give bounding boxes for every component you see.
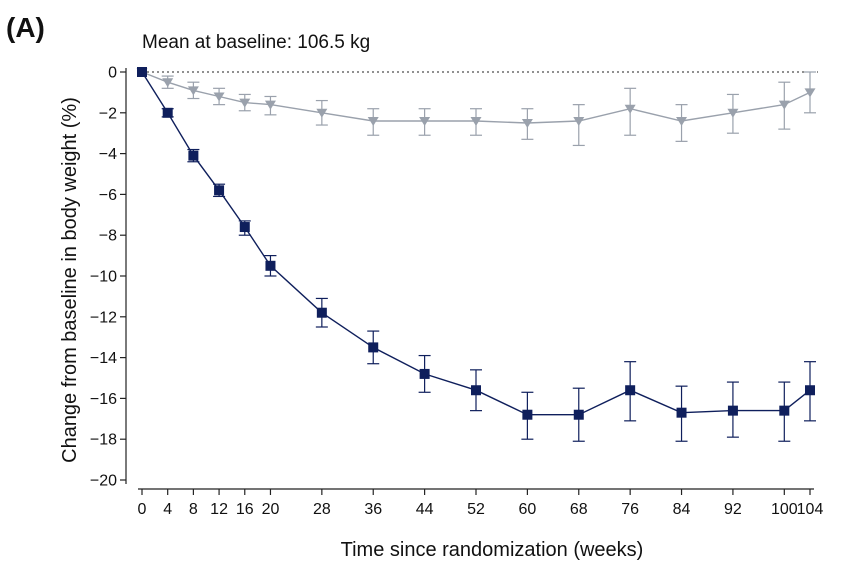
data-point-square — [265, 260, 276, 271]
y-tick-label: −12 — [90, 309, 117, 326]
data-point-triangle — [162, 78, 174, 88]
data-point-square — [727, 405, 738, 416]
data-point-square — [805, 385, 815, 396]
x-axis-title: Time since randomization (weeks) — [341, 539, 644, 561]
x-tick-label: 104 — [797, 501, 824, 518]
x-tick-label: 76 — [621, 501, 639, 518]
x-tick-label: 84 — [673, 501, 691, 518]
data-point-triangle — [367, 116, 379, 126]
chart-subtitle: Mean at baseline: 106.5 kg — [142, 32, 371, 53]
data-point-square — [162, 107, 173, 118]
data-point-square — [239, 222, 250, 233]
data-point-triangle — [676, 116, 688, 126]
data-point-triangle — [727, 108, 739, 118]
x-tick-label: 16 — [236, 501, 254, 518]
data-point-triangle — [573, 116, 585, 126]
x-tick-label: 8 — [189, 501, 198, 518]
series-layer — [136, 67, 816, 442]
x-tick-label: 0 — [138, 501, 147, 518]
y-tick-label: 0 — [108, 65, 117, 82]
x-tick-label: 92 — [724, 501, 742, 518]
data-point-square — [625, 385, 636, 396]
data-point-triangle — [804, 88, 816, 98]
series-square — [137, 67, 816, 442]
data-point-triangle — [239, 98, 251, 108]
x-tick-label: 4 — [163, 501, 172, 518]
y-axis-title: Change from baseline in body weight (%) — [59, 97, 81, 463]
x-tick-label: 28 — [313, 501, 331, 518]
y-tick-label: −14 — [90, 350, 117, 367]
data-point-triangle — [470, 116, 482, 126]
data-point-square — [188, 150, 199, 161]
x-tick-label: 44 — [416, 501, 434, 518]
series-triangle — [136, 68, 816, 147]
y-tick-label: −2 — [99, 105, 117, 122]
data-point-square — [137, 67, 147, 77]
data-point-square — [573, 409, 584, 420]
y-tick-label: −6 — [99, 187, 117, 204]
y-tick-label: −18 — [90, 432, 117, 449]
x-tick-label: 36 — [364, 501, 382, 518]
data-point-square — [676, 407, 687, 418]
axes: 0−2−4−6−8−10−12−14−16−18−200 4 8 12 16 20 28 36… — [90, 65, 824, 519]
y-tick-label: −16 — [90, 391, 117, 408]
y-tick-label: −20 — [90, 473, 117, 490]
data-point-square — [522, 409, 533, 420]
data-point-square — [368, 342, 379, 353]
data-point-triangle — [419, 116, 431, 126]
data-point-square — [471, 385, 481, 396]
data-point-square — [316, 307, 327, 318]
data-point-triangle — [187, 86, 199, 96]
data-point-triangle — [778, 100, 790, 110]
data-point-triangle — [521, 119, 533, 128]
panel-label: (A) — [6, 12, 45, 43]
x-tick-label: 12 — [210, 501, 228, 518]
x-tick-label: 68 — [570, 501, 588, 518]
x-tick-label: 60 — [518, 501, 536, 518]
y-tick-label: −4 — [99, 146, 117, 163]
data-point-square — [779, 405, 790, 416]
data-point-triangle — [316, 108, 328, 118]
data-point-triangle — [624, 104, 636, 114]
y-tick-label: −10 — [90, 269, 117, 286]
x-tick-label: 20 — [262, 501, 280, 518]
data-point-square — [419, 368, 430, 379]
data-point-triangle — [213, 92, 225, 102]
y-tick-label: −8 — [99, 228, 117, 245]
x-tick-label: 52 — [467, 501, 485, 518]
data-point-triangle — [264, 100, 276, 110]
data-point-square — [214, 185, 225, 196]
x-tick-label: 100 — [771, 501, 798, 518]
